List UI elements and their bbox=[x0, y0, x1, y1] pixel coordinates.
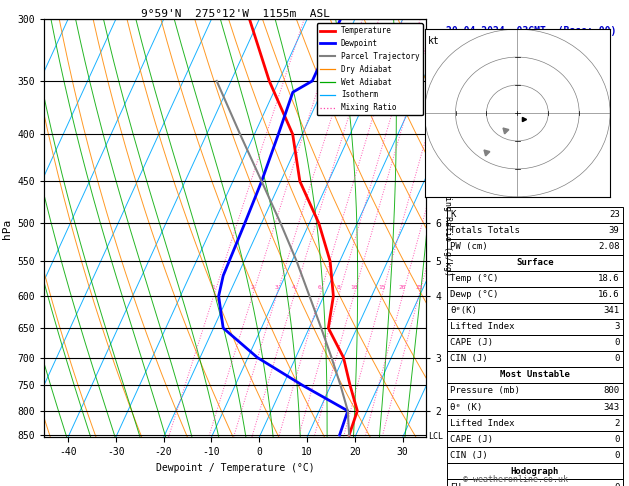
Text: 2: 2 bbox=[250, 285, 254, 290]
Bar bbox=[447, 207, 623, 223]
Bar bbox=[447, 287, 623, 303]
Text: 6: 6 bbox=[318, 285, 321, 290]
Text: 2: 2 bbox=[614, 418, 620, 428]
Bar bbox=[447, 319, 623, 335]
Text: CIN (J): CIN (J) bbox=[450, 451, 487, 460]
Text: 10: 10 bbox=[350, 285, 357, 290]
Text: 18.6: 18.6 bbox=[598, 274, 620, 283]
Text: 39: 39 bbox=[609, 226, 620, 235]
Bar bbox=[447, 383, 623, 399]
Bar bbox=[447, 255, 623, 271]
Text: Surface: Surface bbox=[516, 258, 554, 267]
Text: 2.08: 2.08 bbox=[598, 242, 620, 251]
Text: PW (cm): PW (cm) bbox=[450, 242, 487, 251]
Text: 0: 0 bbox=[614, 483, 620, 486]
Text: Dewp (°C): Dewp (°C) bbox=[450, 290, 498, 299]
Text: 15: 15 bbox=[378, 285, 386, 290]
Bar bbox=[447, 271, 623, 287]
Text: Lifted Index: Lifted Index bbox=[450, 322, 515, 331]
Text: 0: 0 bbox=[614, 338, 620, 347]
Text: © weatheronline.co.uk: © weatheronline.co.uk bbox=[464, 474, 568, 484]
Text: 23: 23 bbox=[609, 210, 620, 219]
Bar bbox=[447, 479, 623, 486]
Text: CAPE (J): CAPE (J) bbox=[450, 434, 493, 444]
Text: CAPE (J): CAPE (J) bbox=[450, 338, 493, 347]
Text: 3: 3 bbox=[274, 285, 278, 290]
Text: θᵉ(K): θᵉ(K) bbox=[450, 306, 477, 315]
Text: 343: 343 bbox=[603, 402, 620, 412]
X-axis label: Dewpoint / Temperature (°C): Dewpoint / Temperature (°C) bbox=[156, 463, 314, 473]
Text: Most Unstable: Most Unstable bbox=[500, 370, 570, 380]
Text: 0: 0 bbox=[614, 434, 620, 444]
Text: Lifted Index: Lifted Index bbox=[450, 418, 515, 428]
Text: 341: 341 bbox=[603, 306, 620, 315]
Text: Hodograph: Hodograph bbox=[511, 467, 559, 476]
Bar bbox=[447, 335, 623, 351]
Bar bbox=[447, 399, 623, 415]
Text: 800: 800 bbox=[603, 386, 620, 396]
Bar bbox=[447, 223, 623, 239]
Title: 9°59'N  275°12'W  1155m  ASL: 9°59'N 275°12'W 1155m ASL bbox=[141, 9, 330, 18]
Bar bbox=[447, 351, 623, 367]
Bar bbox=[447, 303, 623, 319]
Text: Temp (°C): Temp (°C) bbox=[450, 274, 498, 283]
Text: EH: EH bbox=[450, 483, 461, 486]
Text: 0: 0 bbox=[614, 451, 620, 460]
Y-axis label: hPa: hPa bbox=[2, 218, 12, 239]
Text: 20.04.2024  03GMT  (Base: 00): 20.04.2024 03GMT (Base: 00) bbox=[447, 26, 617, 35]
Bar bbox=[447, 431, 623, 447]
Text: 3: 3 bbox=[614, 322, 620, 331]
Y-axis label: Mixing Ratio (g/kg): Mixing Ratio (g/kg) bbox=[443, 181, 452, 276]
Text: K: K bbox=[450, 210, 455, 219]
Text: 20: 20 bbox=[399, 285, 406, 290]
Text: 4: 4 bbox=[292, 285, 296, 290]
Text: θᵉ (K): θᵉ (K) bbox=[450, 402, 482, 412]
Text: 1: 1 bbox=[212, 285, 216, 290]
Bar bbox=[447, 463, 623, 479]
Bar bbox=[447, 415, 623, 431]
Text: 16.6: 16.6 bbox=[598, 290, 620, 299]
Text: Totals Totals: Totals Totals bbox=[450, 226, 520, 235]
Text: Pressure (mb): Pressure (mb) bbox=[450, 386, 520, 396]
Text: kt: kt bbox=[428, 36, 440, 46]
Legend: Temperature, Dewpoint, Parcel Trajectory, Dry Adiabat, Wet Adiabat, Isotherm, Mi: Temperature, Dewpoint, Parcel Trajectory… bbox=[316, 23, 423, 115]
Bar bbox=[447, 447, 623, 463]
Text: 8: 8 bbox=[337, 285, 340, 290]
Bar bbox=[447, 367, 623, 383]
Text: 25: 25 bbox=[415, 285, 423, 290]
Text: CIN (J): CIN (J) bbox=[450, 354, 487, 364]
Text: LCL: LCL bbox=[428, 432, 443, 441]
Text: 0: 0 bbox=[614, 354, 620, 364]
Bar bbox=[447, 239, 623, 255]
